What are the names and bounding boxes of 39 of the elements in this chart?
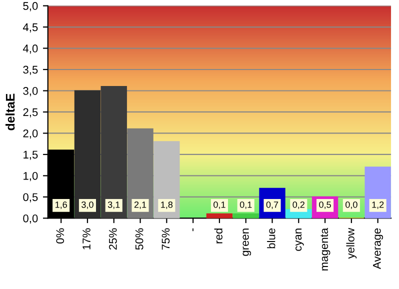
x-tick-label: blue bbox=[267, 228, 276, 248]
x-tick-label: Average bbox=[373, 228, 383, 270]
data-label: 0,1 bbox=[240, 201, 252, 209]
x-tick-label: red bbox=[214, 228, 222, 244]
y-tick-label: 2,5 bbox=[23, 108, 38, 118]
data-label: 1,2 bbox=[372, 201, 384, 209]
data-label: 2,1 bbox=[134, 201, 146, 209]
x-tick-label: 50% bbox=[135, 228, 144, 250]
x-tick-label: green bbox=[242, 228, 252, 256]
x-tick-label: 25% bbox=[108, 228, 117, 250]
x-tick-label: - bbox=[192, 228, 194, 232]
y-tick-label: 2,0 bbox=[23, 129, 38, 139]
data-label: 0,7 bbox=[266, 201, 278, 209]
y-tick-label: 5,0 bbox=[23, 2, 38, 12]
data-label: 3,0 bbox=[82, 201, 94, 209]
bar bbox=[74, 90, 101, 218]
y-tick-label: 1,0 bbox=[24, 172, 38, 182]
y-tick-label: 0,0 bbox=[23, 214, 38, 224]
x-tick-label: 17% bbox=[82, 228, 90, 250]
data-label: 1,8 bbox=[161, 201, 173, 209]
data-label: 0,0 bbox=[346, 201, 358, 209]
x-tick-label: magenta bbox=[320, 228, 330, 270]
x-tick-label: 75% bbox=[162, 228, 170, 250]
data-label: 0,2 bbox=[292, 201, 304, 209]
data-label: 0,5 bbox=[319, 201, 331, 209]
y-tick-label: 3,0 bbox=[23, 87, 38, 96]
data-label: 1,6 bbox=[55, 201, 67, 209]
bar bbox=[100, 86, 127, 218]
x-tick-label: 0% bbox=[56, 228, 64, 244]
y-tick-label: 1,5 bbox=[24, 150, 38, 160]
x-tick-label: yellow bbox=[346, 228, 357, 259]
x-tick-label: cyan bbox=[296, 228, 304, 251]
data-label: 0,1 bbox=[214, 201, 226, 209]
y-tick-label: 4,0 bbox=[22, 44, 38, 54]
y-tick-label: 4,5 bbox=[22, 23, 38, 32]
y-axis-title: deltaE bbox=[6, 94, 15, 130]
data-label: 3,1 bbox=[108, 201, 120, 209]
y-tick-label: 3,5 bbox=[23, 66, 38, 75]
y-tick-label: 0,5 bbox=[23, 193, 38, 202]
